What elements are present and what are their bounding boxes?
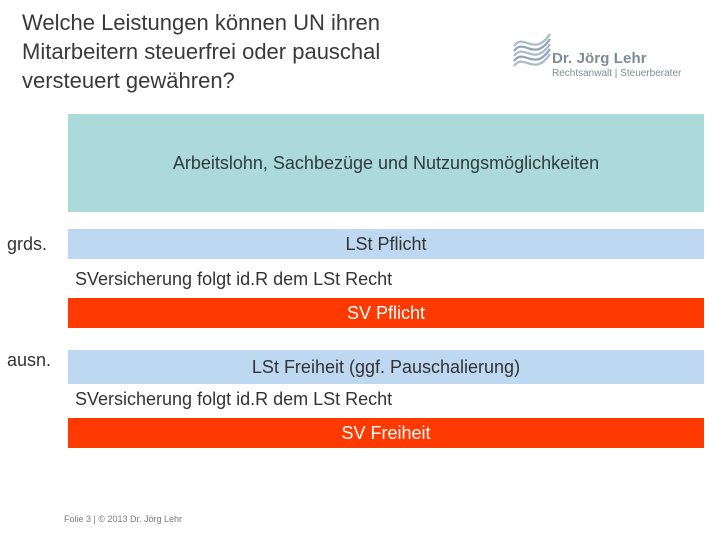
slide-title: Welche Leistungen können UN ihren Mitarb… — [22, 10, 381, 93]
lst-freiheit-bar: LSt Freiheit (ggf. Pauschalierung) — [68, 350, 704, 384]
lst-pflicht-bar: LSt Pflicht — [68, 229, 704, 259]
main-category-text: Arbeitslohn, Sachbezüge und Nutzungsmögl… — [172, 152, 600, 173]
company-logo: Dr. Jörg Lehr Rechtsanwalt | Steuerberat… — [512, 24, 702, 84]
main-category-box: Arbeitslohn, Sachbezüge und Nutzungsmögl… — [68, 114, 704, 212]
sv-pflicht-bar: SV Pflicht — [68, 298, 704, 328]
grds-label: grds. — [7, 234, 48, 254]
logo-name: Dr. Jörg Lehr — [552, 50, 647, 67]
ausn-label: ausn. — [7, 350, 52, 370]
slide-footer: Folie 3 | © 2013 Dr. Jörg Lehr — [64, 514, 183, 524]
lst-freiheit-text: LSt Freiheit (ggf. Pauschalierung) — [251, 356, 521, 377]
grds-sv-note: SVersicherung folgt id.R dem LSt Recht — [75, 269, 393, 289]
sv-freiheit-text: SV Freiheit — [341, 422, 431, 443]
sv-freiheit-bar: SV Freiheit — [68, 418, 704, 448]
wave-logo-icon — [513, 33, 551, 67]
ausn-sv-note: SVersicherung folgt id.R dem LSt Recht — [75, 389, 393, 409]
sv-pflicht-text: SV Pflicht — [346, 302, 426, 323]
lst-pflicht-text: LSt Pflicht — [345, 233, 427, 254]
logo-subtitle: Rechtsanwalt | Steuerberater — [552, 68, 682, 79]
